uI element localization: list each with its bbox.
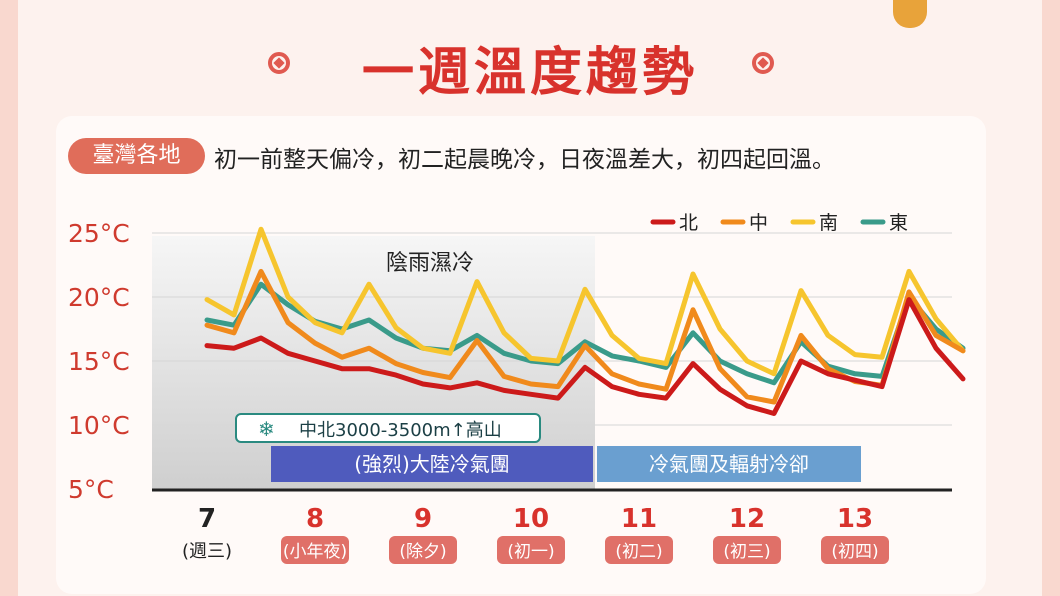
right-ornament-icon [752,52,774,74]
x-tick-sublabel: (週三) [182,541,232,562]
cold-air-band [271,446,593,482]
series-line-2 [204,226,966,377]
page-title: 一週溫度趨勢 [361,43,698,103]
x-tick-date: 12 [729,504,765,534]
radiative-cooling-band-label: 冷氣團及輻射冷卻 [649,452,809,476]
series-line-3 [204,281,966,386]
lantern-decoration [893,0,927,28]
series-line-1 [204,268,966,405]
snow-annotation-box [235,413,541,443]
legend-label: 南 [819,212,838,234]
holiday-badge [713,536,781,564]
y-tick-label: 10°C [68,411,130,440]
legend-label: 北 [679,212,698,234]
rain-region-label: 陰雨濕冷 [386,251,474,276]
left-ornament-icon [268,52,290,74]
y-tick-label: 5°C [68,475,114,504]
x-tick-sublabel: (初二) [615,542,662,562]
x-tick-sublabel: (初一) [507,542,554,562]
holiday-badge [497,536,565,564]
holiday-badge [389,536,457,564]
x-tick-sublabel: (初三) [723,542,770,562]
y-tick-label: 15°C [68,347,130,376]
holiday-badge [821,536,889,564]
holiday-badge [605,536,673,564]
region-tag: 臺灣各地 [68,138,205,174]
snowflake-icon: ❄ [258,417,275,441]
x-tick-sublabel: (除夕) [399,542,446,562]
x-tick-date: 9 [414,504,432,534]
x-tick-date: 10 [513,504,549,534]
x-tick-date: 7 [198,504,216,534]
radiative-cooling-band [597,446,861,482]
x-tick-sublabel: (小年夜) [283,542,347,562]
x-tick-date: 8 [306,504,324,534]
x-tick-date: 13 [837,504,873,534]
cold-air-band-label: (強烈)大陸冷氣團 [354,452,510,476]
chart-subtitle: 初一前整天偏冷，初二起晨晚冷，日夜溫差大，初四起回溫。 [214,147,835,173]
legend-label: 中 [749,212,768,234]
y-tick-label: 20°C [68,283,130,312]
holiday-badge [281,536,349,564]
snow-annotation-text: 中北3000-3500m↑高山 [299,420,502,441]
x-tick-sublabel: (初四) [831,542,878,562]
y-tick-label: 25°C [68,219,130,248]
x-tick-date: 11 [621,504,657,534]
legend-label: 東 [889,212,908,234]
series-line-0 [204,297,966,416]
